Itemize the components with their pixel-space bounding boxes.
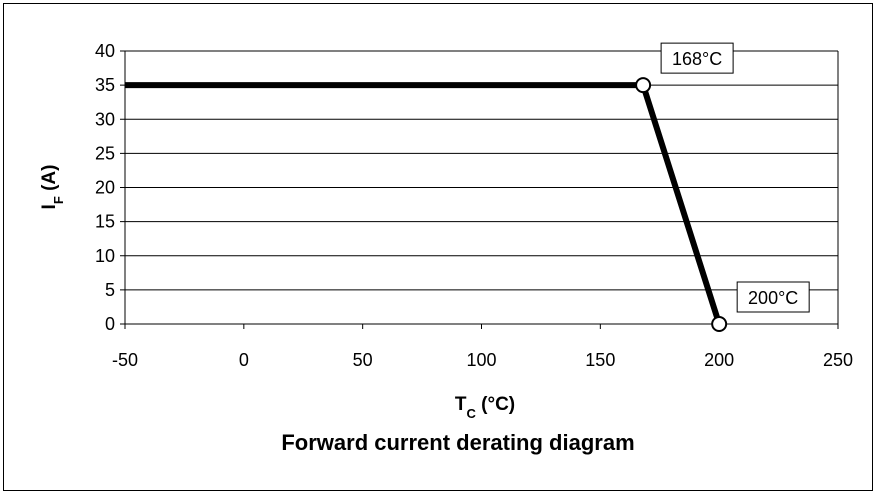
y-tick-label-20: 20 [95,178,115,198]
y-tick-label-15: 15 [95,212,115,232]
y-tick-label-0: 0 [105,314,115,334]
x-tick-label-100: 100 [466,350,496,370]
grid-lines [125,50,838,291]
y-tick-label-5: 5 [105,280,115,300]
y-tick-label-25: 25 [95,143,115,163]
y-tick-label-35: 35 [95,75,115,95]
annotation-box-0 [660,42,734,74]
marker-layer [635,77,728,332]
x-tick-label-200: 200 [704,350,734,370]
data-point-0 [635,77,652,94]
y-axis-label: IF (A) [39,165,66,210]
series-line-0 [125,82,723,325]
y-tick-label-10: 10 [95,246,115,266]
annotation-label-1: 200°C [748,288,798,308]
y-tick-label-30: 30 [95,109,115,129]
y-tick-labels: 0 5 10 15 20 25 30 35 40 [95,41,115,334]
x-tick-label-250: 250 [823,350,853,370]
annotation-layer: 168°C 200°C [660,42,810,313]
x-axis-label: TC (°C) [455,394,515,421]
annotation-label-0: 168°C [672,49,722,69]
series-layer [125,82,723,325]
x-tick-label--50: -50 [112,350,138,370]
x-tick-label-150: 150 [585,350,615,370]
annotation-box-1 [736,281,810,313]
chart-title: Forward current derating diagram [281,430,634,455]
data-point-1 [711,316,728,332]
annotation-0: 168°C [660,42,734,74]
x-tick-label-0: 0 [239,350,249,370]
x-tick-labels: -50 0 50 100 150 200 250 [112,350,853,370]
x-tick-label-50: 50 [353,350,373,370]
y-tick-label-40: 40 [95,41,115,61]
axes [120,50,839,329]
annotation-1: 200°C [736,281,810,313]
